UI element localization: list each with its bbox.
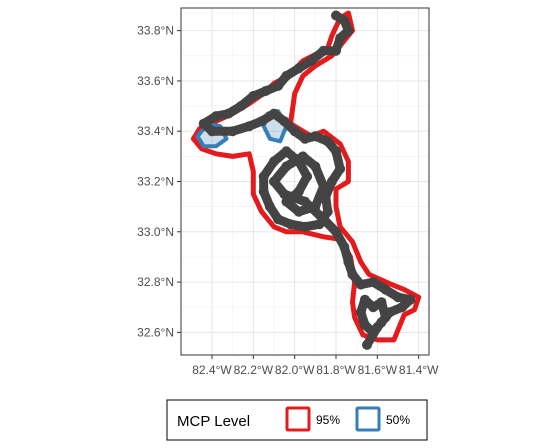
y-tick-label: 33.6°N (137, 74, 174, 88)
x-tick-label: 82.2°W (234, 363, 274, 377)
location-point (302, 171, 313, 182)
y-axis: 32.6°N 32.8°N 33.0°N 33.2°N 33.4°N 33.6°N 33.8… (137, 24, 181, 339)
location-point (227, 126, 238, 137)
y-tick-label: 33.8°N (137, 24, 174, 38)
location-point (310, 201, 321, 212)
y-tick-label: 33.4°N (137, 124, 174, 138)
location-point (289, 126, 300, 137)
location-point (281, 196, 292, 207)
location-point (264, 201, 275, 212)
location-point (281, 70, 292, 81)
telemetry-locations (198, 10, 416, 350)
location-point (285, 219, 296, 230)
location-point (376, 297, 387, 308)
location-point (359, 319, 370, 330)
location-point (326, 176, 337, 187)
x-tick-label: 82.4°W (192, 363, 232, 377)
x-tick-label: 81.8°W (316, 363, 356, 377)
x-tick-label: 81.4°W (399, 363, 439, 377)
location-point (322, 206, 333, 217)
location-point (300, 133, 310, 144)
location-point (279, 116, 290, 127)
location-point (322, 136, 333, 147)
y-tick-label: 32.6°N (137, 325, 174, 339)
legend-key-50 (355, 406, 381, 432)
location-point (310, 161, 321, 172)
legend-label-50: 50% (386, 413, 410, 427)
location-point (269, 108, 279, 119)
y-tick-label: 33.0°N (137, 225, 174, 239)
location-point (256, 116, 267, 127)
location-point (343, 257, 354, 267)
location-point (269, 156, 279, 167)
legend-label-95: 95% (316, 413, 340, 427)
location-point (355, 279, 366, 290)
location-point (339, 241, 350, 252)
location-point (359, 294, 370, 305)
location-point (320, 191, 331, 202)
location-point (310, 131, 321, 142)
location-point (235, 101, 246, 112)
location-point (207, 126, 217, 137)
location-point (300, 221, 310, 232)
location-point (258, 186, 269, 197)
location-point (281, 146, 292, 157)
location-point (331, 226, 341, 237)
location-point (380, 312, 391, 323)
location-point (273, 214, 284, 225)
legend-title: MCP Level (177, 413, 250, 430)
location-point (223, 108, 234, 119)
location-point (362, 339, 372, 350)
location-point (293, 186, 304, 197)
y-tick-label: 33.2°N (137, 175, 174, 189)
legend-key-95 (285, 406, 311, 432)
location-point (393, 292, 403, 303)
location-point (347, 269, 358, 280)
location-point (331, 146, 341, 157)
location-point (405, 294, 416, 305)
location-point (368, 302, 379, 313)
location-point (372, 322, 383, 333)
location-point (279, 189, 290, 200)
location-point (355, 307, 366, 318)
location-point (318, 181, 329, 192)
x-tick-label: 82.0°W (275, 363, 315, 377)
location-point (331, 10, 341, 21)
y-tick-label: 32.8°N (137, 275, 174, 289)
location-point (211, 111, 222, 122)
location-point (300, 196, 310, 207)
location-point (318, 45, 329, 56)
location-point (397, 302, 408, 313)
location-point (339, 15, 350, 26)
location-point (260, 86, 271, 96)
location-point (380, 284, 391, 295)
location-point (318, 214, 329, 225)
location-point (297, 151, 308, 162)
location-point (281, 161, 292, 172)
location-point (293, 63, 304, 74)
location-point (273, 80, 284, 91)
location-point (306, 55, 317, 66)
location-point (335, 33, 346, 44)
location-point (198, 118, 209, 129)
location-point (343, 25, 354, 36)
x-axis: 82.4°W 82.2°W 82.0°W 81.8°W 81.6°W 81.4°W (192, 355, 439, 377)
location-point (258, 171, 269, 182)
location-point (248, 91, 259, 101)
location-point (335, 163, 346, 174)
legend: MCP Level 95% 50% (166, 399, 428, 441)
location-point (331, 45, 341, 56)
location-point (269, 176, 279, 187)
location-point (368, 277, 379, 288)
mcp-95-polygon (190, 10, 422, 343)
x-tick-label: 81.6°W (358, 363, 398, 377)
location-point (244, 121, 255, 132)
location-point (293, 206, 304, 217)
